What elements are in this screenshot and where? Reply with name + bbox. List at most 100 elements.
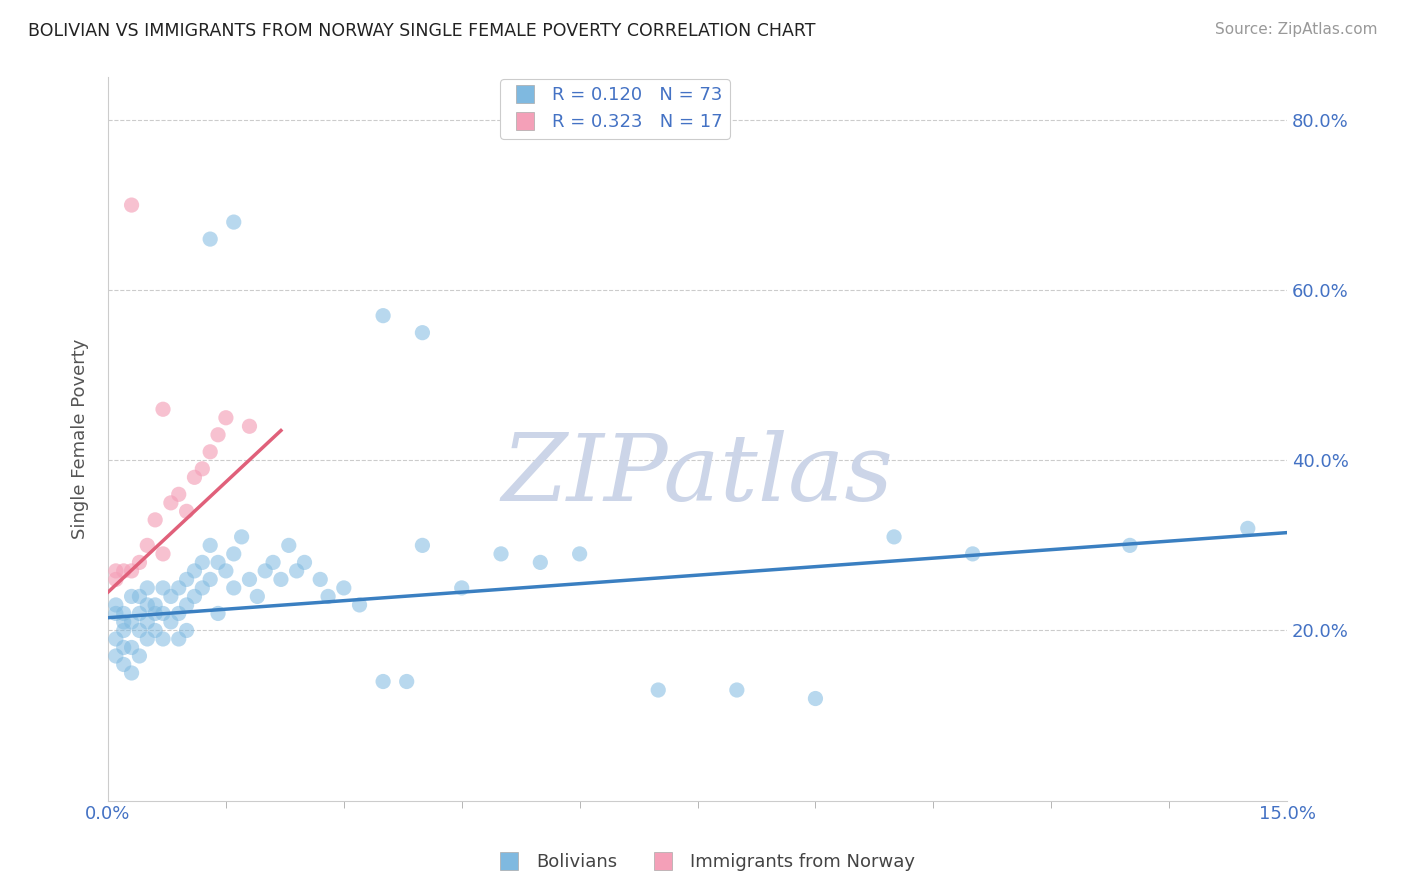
Point — [104, 598, 127, 612]
Point — [128, 590, 150, 604]
Legend: R = 0.120   N = 73, R = 0.323   N = 17: R = 0.120 N = 73, R = 0.323 N = 17 — [501, 79, 730, 139]
Point — [136, 581, 159, 595]
Y-axis label: Single Female Poverty: Single Female Poverty — [72, 339, 89, 540]
Point — [262, 555, 284, 569]
Point — [231, 530, 253, 544]
Point — [215, 564, 238, 578]
Point — [222, 581, 245, 595]
Point — [176, 573, 198, 587]
Point — [104, 573, 127, 587]
Point — [568, 547, 591, 561]
Point — [160, 590, 183, 604]
Point — [136, 632, 159, 646]
Point — [254, 564, 277, 578]
Point — [160, 496, 183, 510]
Point — [222, 215, 245, 229]
Point — [450, 581, 472, 595]
Point — [215, 410, 238, 425]
Point — [198, 538, 221, 552]
Point — [333, 581, 356, 595]
Point — [152, 547, 174, 561]
Point — [160, 615, 183, 629]
Point — [804, 691, 827, 706]
Point — [121, 198, 143, 212]
Point — [371, 309, 394, 323]
Point — [207, 607, 229, 621]
Point — [183, 564, 205, 578]
Point — [121, 665, 143, 680]
Point — [207, 555, 229, 569]
Point — [112, 564, 135, 578]
Point — [121, 615, 143, 629]
Point — [128, 648, 150, 663]
Point — [270, 573, 292, 587]
Point — [128, 624, 150, 638]
Point — [136, 538, 159, 552]
Point — [112, 657, 135, 672]
Point — [128, 555, 150, 569]
Point — [198, 444, 221, 458]
Point — [104, 648, 127, 663]
Point — [191, 555, 214, 569]
Point — [104, 607, 127, 621]
Point — [152, 607, 174, 621]
Point — [128, 607, 150, 621]
Point — [316, 590, 339, 604]
Point — [152, 402, 174, 417]
Point — [246, 590, 269, 604]
Point — [183, 470, 205, 484]
Point — [411, 538, 433, 552]
Point — [176, 624, 198, 638]
Point — [121, 640, 143, 655]
Point — [349, 598, 371, 612]
Point — [238, 573, 260, 587]
Point — [883, 530, 905, 544]
Point — [285, 564, 308, 578]
Point — [112, 607, 135, 621]
Point — [167, 581, 190, 595]
Point — [207, 427, 229, 442]
Point — [529, 555, 551, 569]
Point — [112, 615, 135, 629]
Point — [104, 632, 127, 646]
Point — [238, 419, 260, 434]
Point — [191, 581, 214, 595]
Point — [198, 573, 221, 587]
Point — [191, 462, 214, 476]
Point — [112, 624, 135, 638]
Point — [1236, 521, 1258, 535]
Text: Source: ZipAtlas.com: Source: ZipAtlas.com — [1215, 22, 1378, 37]
Point — [198, 232, 221, 246]
Point — [183, 590, 205, 604]
Point — [411, 326, 433, 340]
Point — [167, 607, 190, 621]
Legend: Bolivians, Immigrants from Norway: Bolivians, Immigrants from Norway — [484, 847, 922, 879]
Point — [176, 598, 198, 612]
Point — [136, 598, 159, 612]
Point — [647, 683, 669, 698]
Point — [152, 581, 174, 595]
Point — [395, 674, 418, 689]
Point — [112, 640, 135, 655]
Point — [309, 573, 332, 587]
Text: ZIPatlas: ZIPatlas — [502, 430, 893, 520]
Point — [136, 615, 159, 629]
Point — [143, 624, 166, 638]
Text: BOLIVIAN VS IMMIGRANTS FROM NORWAY SINGLE FEMALE POVERTY CORRELATION CHART: BOLIVIAN VS IMMIGRANTS FROM NORWAY SINGL… — [28, 22, 815, 40]
Point — [104, 564, 127, 578]
Point — [294, 555, 316, 569]
Point — [489, 547, 512, 561]
Point — [725, 683, 748, 698]
Point — [277, 538, 299, 552]
Point — [222, 547, 245, 561]
Point — [167, 632, 190, 646]
Point — [152, 632, 174, 646]
Point — [167, 487, 190, 501]
Point — [371, 674, 394, 689]
Point — [121, 590, 143, 604]
Point — [121, 564, 143, 578]
Point — [962, 547, 984, 561]
Point — [143, 607, 166, 621]
Point — [143, 513, 166, 527]
Point — [1119, 538, 1142, 552]
